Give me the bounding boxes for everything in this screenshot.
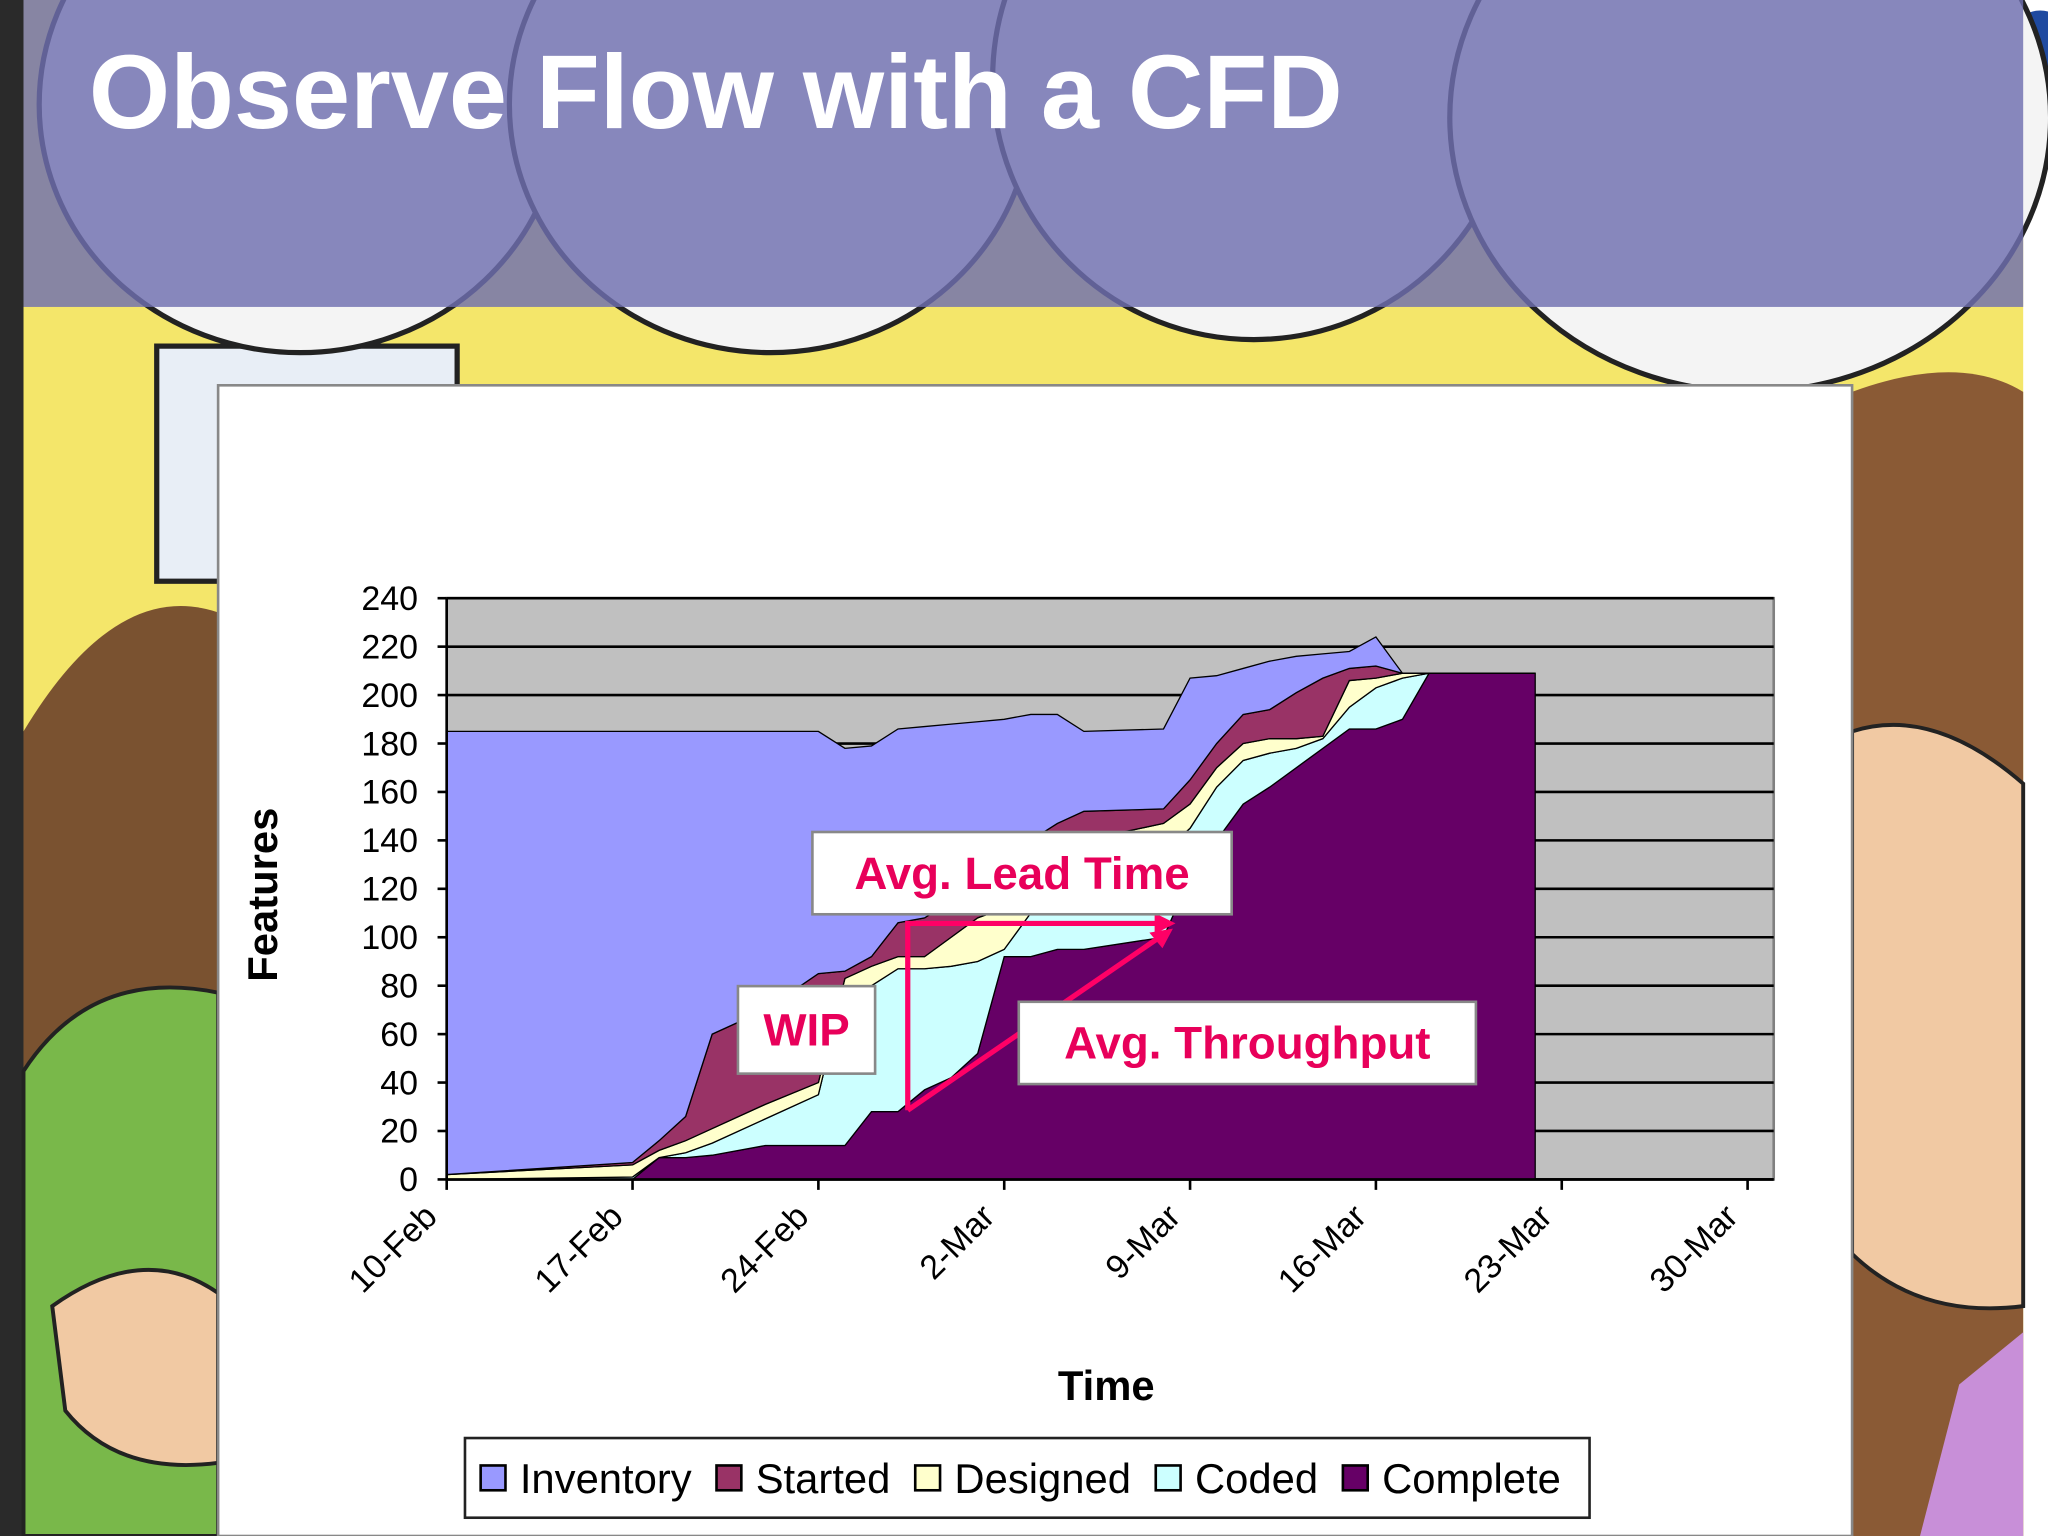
y-tick-label: 80 <box>380 967 418 1005</box>
annotation-box <box>736 984 877 1075</box>
y-axis-label: Features <box>239 808 286 982</box>
annotation-box <box>1017 1000 1478 1086</box>
annotation: Avg. Throughput <box>1064 1018 1430 1069</box>
y-tick-label: 160 <box>361 774 418 812</box>
annotation: Avg. Lead Time <box>854 848 1189 899</box>
y-tick-label: 220 <box>361 628 418 666</box>
shirt-right <box>1920 1332 2024 1536</box>
y-tick-label: 60 <box>380 1016 418 1054</box>
face-right <box>1850 723 2026 1311</box>
annotations: Avg. Lead Time WIP Avg. Throughput <box>736 830 1478 1086</box>
legend-label: Designed <box>954 1455 1131 1502</box>
annotation-box <box>811 830 1233 916</box>
legend-swatch <box>1341 1464 1370 1492</box>
arrow-head <box>1149 928 1173 949</box>
right-edge <box>2023 0 2048 1536</box>
legend-swatch <box>715 1464 743 1492</box>
legend-swatch <box>913 1464 942 1492</box>
legend-swatch <box>1154 1464 1182 1492</box>
title-banner <box>23 0 2024 307</box>
annotation: WIP <box>763 1005 849 1056</box>
legend-label: Started <box>756 1455 891 1502</box>
y-tick-label: 120 <box>361 871 418 909</box>
y-tick-label: 240 <box>361 580 418 618</box>
legend: Inventory Started Designed Coded Complete <box>479 1455 1561 1502</box>
legend-label: Complete <box>1382 1455 1561 1502</box>
y-tick-label: 140 <box>361 822 418 860</box>
y-tick-label: 0 <box>399 1161 418 1199</box>
area <box>446 636 1536 1176</box>
x-axis-label: Time <box>1058 1362 1155 1409</box>
left-edge <box>0 0 24 1536</box>
legend-label: Coded <box>1195 1455 1318 1502</box>
y-tick-label: 200 <box>361 677 418 715</box>
y-tick-label: 20 <box>380 1113 418 1151</box>
y-tick-label: 40 <box>380 1064 418 1102</box>
y-tick-label: 100 <box>361 919 418 957</box>
slide-title: Observe Flow with a CFD <box>89 34 1343 151</box>
legend-swatch <box>479 1464 507 1492</box>
legend-label: Inventory <box>520 1455 692 1502</box>
y-tick-label: 180 <box>361 725 418 763</box>
legend-box <box>463 1436 1591 1520</box>
arrow-head <box>1154 912 1176 934</box>
